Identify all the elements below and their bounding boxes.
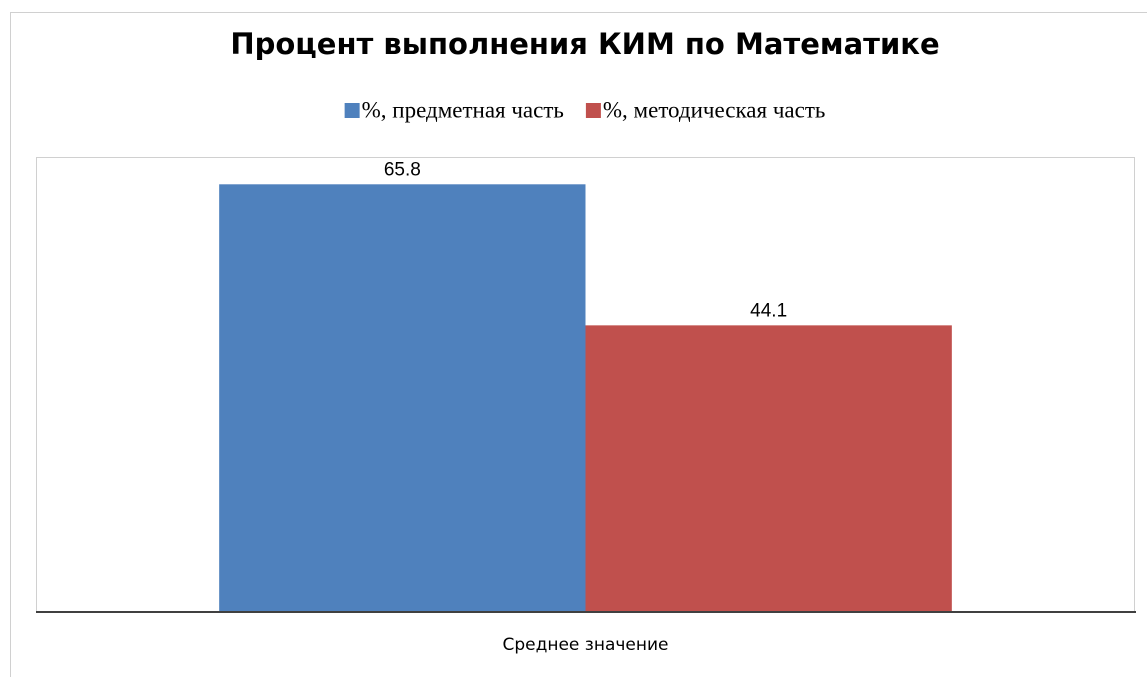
legend-swatch <box>585 103 601 118</box>
bar <box>219 184 586 613</box>
data-label: 65.8 <box>384 159 421 180</box>
legend-label: %, предметная часть <box>362 97 564 122</box>
bar <box>585 325 952 612</box>
legend-label: %, методическая часть <box>603 97 825 122</box>
chart-title: Процент выполнения КИМ по Математике <box>230 27 939 61</box>
x-tick-label: Среднее значение <box>502 635 668 655</box>
legend-swatch <box>344 103 360 118</box>
data-label: 44.1 <box>750 300 787 321</box>
